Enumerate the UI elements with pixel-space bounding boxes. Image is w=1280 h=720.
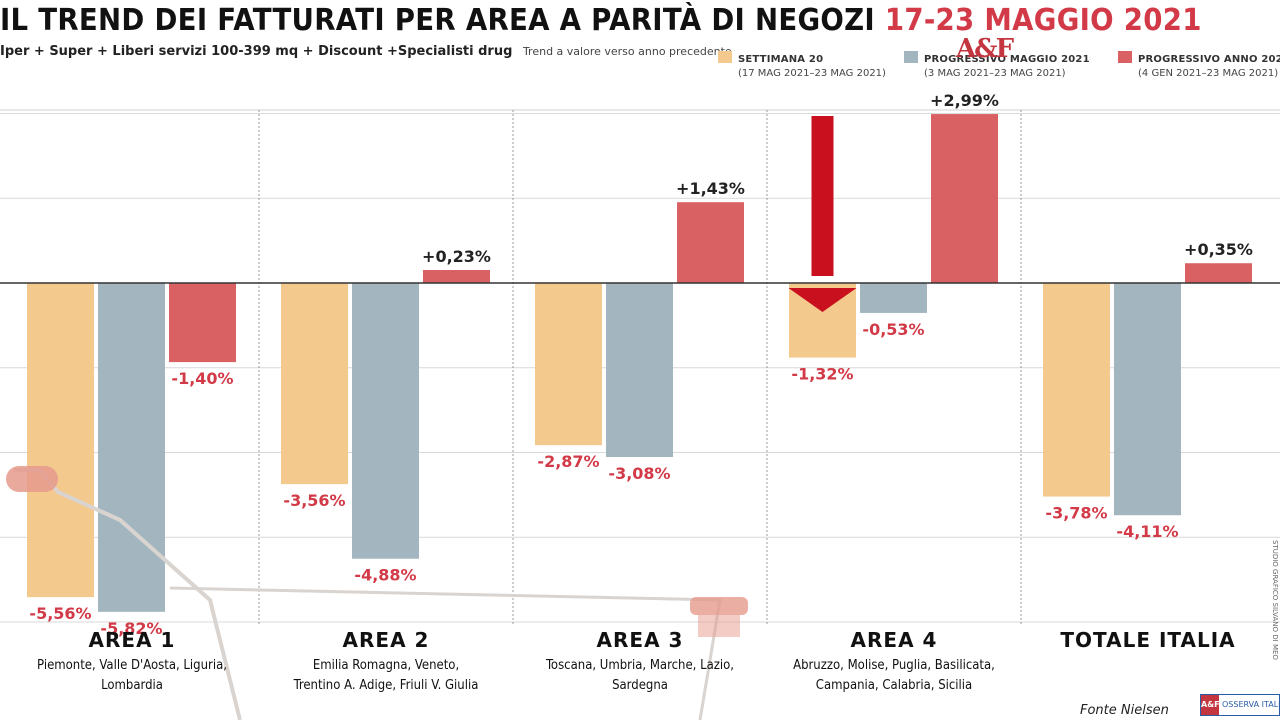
- area-regions-3: Toscana, Umbria, Marche, Lazio, Sardegna: [513, 656, 767, 696]
- data-label-3-5: +0,35%: [1184, 240, 1253, 259]
- area-regions-1: Piemonte, Valle D'Aosta, Liguria, Lombar…: [5, 656, 259, 696]
- data-label-3-2: +0,23%: [422, 247, 491, 266]
- legend-label-anno: PROGRESSIVO ANNO 2021: [1138, 54, 1280, 65]
- data-label-1-2: -3,56%: [283, 491, 345, 510]
- subtitle-note: Trend a valore verso anno precedente: [522, 45, 732, 58]
- data-label-1-3: -2,87%: [537, 452, 599, 471]
- bar-3-2: [423, 270, 490, 283]
- legend-item-maggio: PROGRESSIVO MAGGIO 2021 (3 MAG 2021–23 M…: [904, 47, 1090, 79]
- bar-3-4: [931, 114, 998, 283]
- legend-item-settimana: SETTIMANA 20 (17 MAG 2021–23 MAG 2021): [718, 47, 886, 79]
- area-regions-2-line-2: Trentino A. Adige, Friuli V. Giulia: [293, 678, 479, 693]
- area-name-1: AREA 1: [88, 628, 176, 652]
- legend-label-settimana: SETTIMANA 20: [738, 54, 824, 65]
- data-label-3-3: +1,43%: [676, 179, 745, 198]
- data-label-3-1: -1,40%: [171, 369, 233, 388]
- logo-text: OSSERVA ITALIA: [1222, 700, 1280, 709]
- area-regions-2: Emilia Romagna, Veneto, Trentino A. Adig…: [259, 656, 513, 696]
- bar-3-5: [1185, 263, 1252, 283]
- legend-label-maggio: PROGRESSIVO MAGGIO 2021: [924, 54, 1090, 65]
- area-regions-4: Abruzzo, Molise, Puglia, Basilicata, Cam…: [767, 656, 1021, 696]
- area-regions-1-line-2: Lombardia: [101, 678, 163, 693]
- bar-3-1: [169, 283, 236, 363]
- watermark-logo: A&F: [956, 34, 1014, 64]
- data-label-1-5: -3,78%: [1045, 504, 1107, 523]
- legend-item-anno: PROGRESSIVO ANNO 2021 (4 GEN 2021–23 MAG…: [1118, 47, 1280, 79]
- bar-1-3: [535, 283, 602, 446]
- cart-bumper: [690, 597, 748, 615]
- bar-3-3: [677, 202, 744, 283]
- area-name-4: AREA 4: [850, 628, 938, 652]
- area-regions-4-line-2: Campania, Calabria, Sicilia: [815, 678, 973, 693]
- data-label-2-3: -3,08%: [608, 464, 670, 483]
- bar-2-5: [1114, 283, 1181, 516]
- subtitle-text: Iper + Super + Liberi servizi 100-399 mq…: [0, 44, 513, 59]
- data-label-3-4: +2,99%: [930, 91, 999, 110]
- area-name-2: AREA 2: [342, 628, 430, 652]
- logo-mark: A&F: [1201, 695, 1220, 715]
- highlight-arrow-shaft: [811, 116, 834, 276]
- area-regions-1-line-1: Piemonte, Valle D'Aosta, Liguria,: [37, 658, 227, 673]
- source-credit: Fonte Nielsen: [1080, 703, 1169, 718]
- bar-1-1: [27, 283, 94, 598]
- data-label-2-4: -0,53%: [862, 320, 924, 339]
- cart-basket-line: [169, 586, 722, 720]
- bar-2-3: [606, 283, 673, 458]
- chart-title: IL TREND DEI FATTURATI PER AREA A PARITÀ…: [0, 2, 1202, 40]
- legend-swatch-maggio: [904, 51, 918, 63]
- chart-subtitle: Iper + Super + Liberi servizi 100-399 mq…: [0, 44, 732, 59]
- data-label-2-5: -4,11%: [1116, 522, 1178, 541]
- bar-2-2: [352, 283, 419, 559]
- bar-1-5: [1043, 283, 1110, 497]
- area-name-3: AREA 3: [596, 628, 684, 652]
- area-regions-2-line-1: Emilia Romagna, Veneto,: [312, 658, 460, 673]
- data-label-1-1: -5,56%: [29, 604, 91, 623]
- title-date: 17-23 MAGGIO 2021: [884, 3, 1202, 38]
- area-regions-3-line-1: Toscana, Umbria, Marche, Lazio,: [546, 658, 734, 673]
- legend-swatch-anno: [1118, 51, 1132, 63]
- area-regions-3-line-2: Sardegna: [612, 678, 668, 693]
- legend-swatch-settimana: [718, 51, 732, 63]
- data-label-2-1: -5,82%: [100, 619, 162, 638]
- area-regions-4-line-1: Abruzzo, Molise, Puglia, Basilicata,: [793, 658, 995, 673]
- legend-range-settimana: (17 MAG 2021–23 MAG 2021): [738, 68, 886, 79]
- side-credit: STUDIO GRAFICO SILVANO DI MEO: [1271, 540, 1279, 660]
- legend-range-maggio: (3 MAG 2021–23 MAG 2021): [924, 68, 1066, 79]
- bar-2-1: [98, 283, 165, 612]
- area-name-totale: TOTALE ITALIA: [1060, 628, 1236, 652]
- bar-2-4: [860, 283, 927, 313]
- data-label-1-4: -1,32%: [791, 365, 853, 384]
- cart-handle-grip: [6, 466, 58, 492]
- cart-bumper-base: [698, 615, 740, 637]
- osserva-italia-logo: A&F OSSERVA ITALIA: [1200, 694, 1280, 716]
- legend-range-anno: (4 GEN 2021–23 MAG 2021): [1138, 68, 1279, 79]
- bar-1-2: [281, 283, 348, 485]
- title-main: IL TREND DEI FATTURATI PER AREA A PARITÀ…: [0, 3, 875, 38]
- highlight-arrow-head: [788, 288, 857, 312]
- data-label-2-2: -4,88%: [354, 566, 416, 585]
